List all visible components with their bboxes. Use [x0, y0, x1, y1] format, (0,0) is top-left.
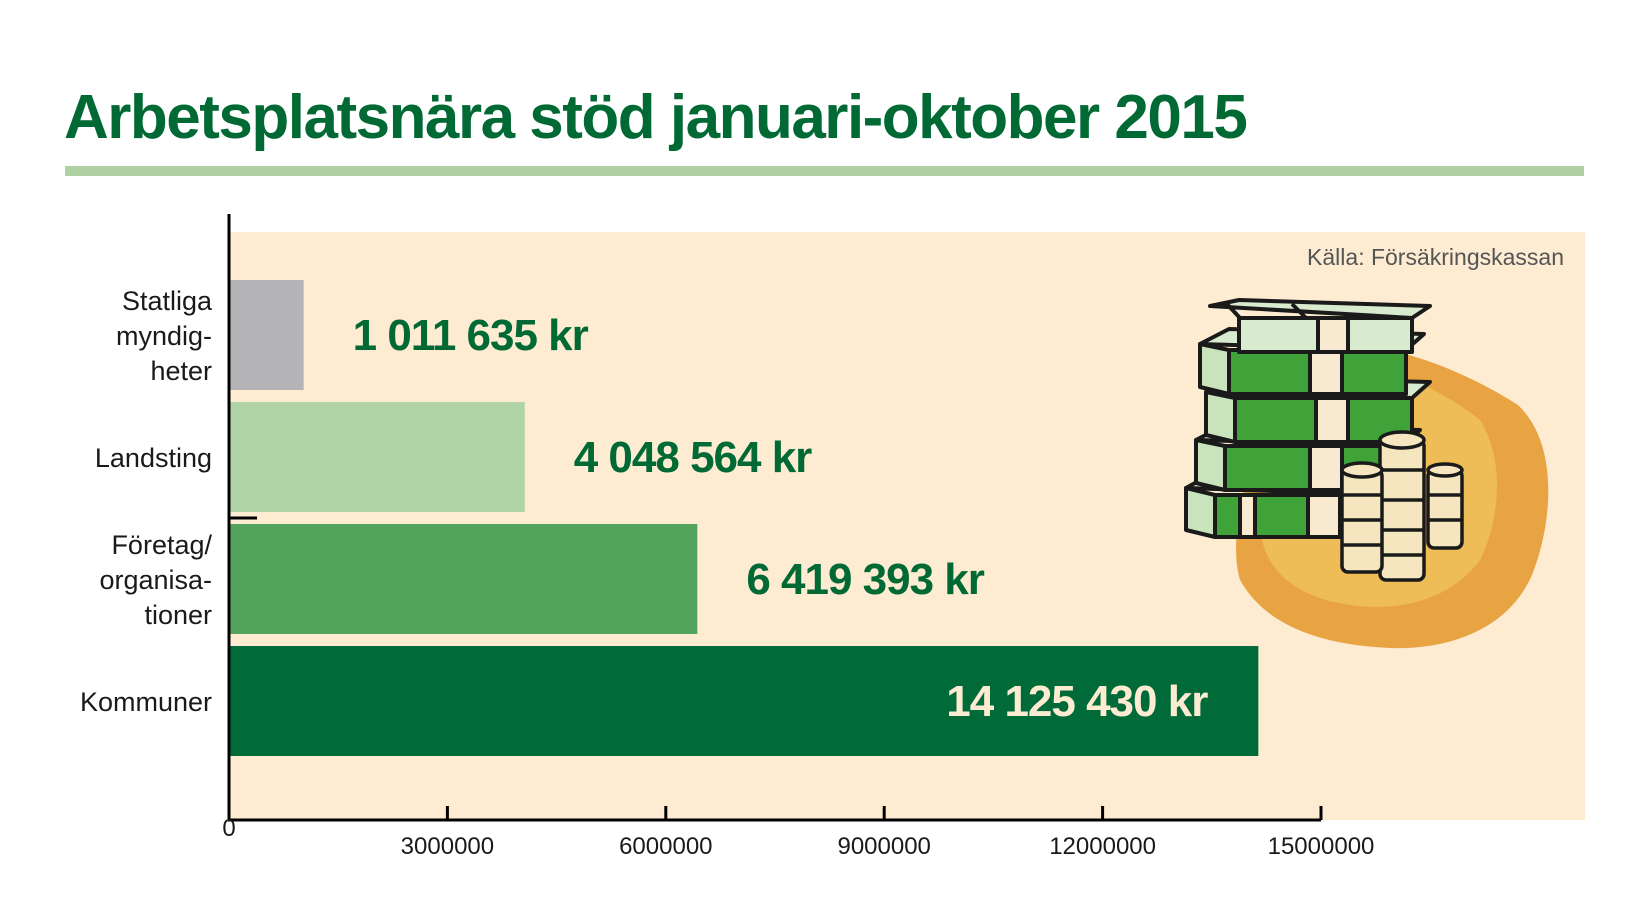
value-label-4: 14 125 430 kr — [946, 677, 1208, 726]
x-tick-label-3: 9000000 — [837, 833, 930, 860]
x-tick-label-1: 3000000 — [401, 833, 494, 860]
source-note: Källa: Försäkringskassan — [1307, 244, 1564, 270]
title-underline — [65, 166, 1584, 176]
value-labels-group: 1 011 635 kr 4 048 564 kr 6 419 393 kr 14 1… — [353, 311, 1210, 726]
value-label-2: 4 048 564 kr — [574, 433, 812, 482]
category-labels-group: Statliga myndig-heter Landsting Företag/org… — [80, 286, 213, 717]
category-label-3: Företag/organisa-tioner — [99, 530, 212, 630]
bar-3 — [230, 524, 698, 634]
chart-title: Arbetsplatsnära stöd januari-oktober 201… — [64, 83, 1248, 152]
category-label-1: Statliga myndig-heter — [116, 286, 213, 386]
bar-2 — [230, 402, 525, 512]
bars-group — [230, 280, 1259, 756]
x-ticks-group: 0 3000000 6000000 9000000 12000000 15000000 — [222, 806, 1374, 860]
category-label-4: Kommuner — [80, 687, 212, 717]
x-tick-label-5: 15000000 — [1268, 833, 1375, 860]
bar-1 — [230, 280, 304, 390]
x-tick-label-0: 0 — [222, 815, 235, 842]
value-label-3: 6 419 393 kr — [746, 555, 984, 604]
x-tick-label-2: 6000000 — [619, 833, 712, 860]
x-tick-label-4: 12000000 — [1049, 833, 1156, 860]
value-label-1: 1 011 635 kr — [353, 311, 589, 360]
category-label-2: Landsting — [95, 443, 212, 473]
bar-4 — [230, 646, 1259, 756]
money-stack-and-coins-icon — [1184, 298, 1549, 649]
